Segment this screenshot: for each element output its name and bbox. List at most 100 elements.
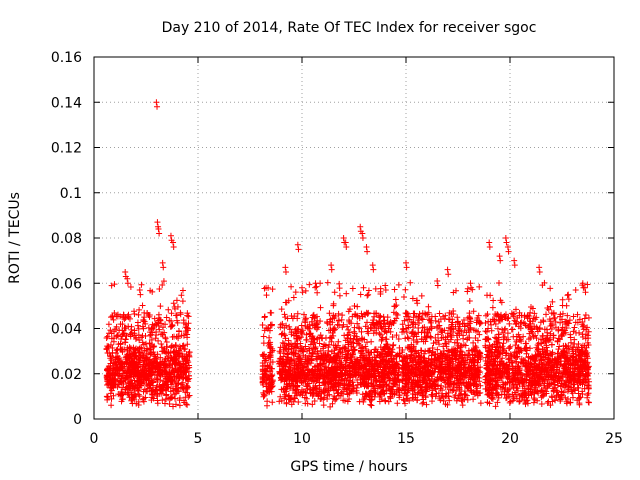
data-point <box>108 402 115 409</box>
data-point <box>551 314 558 321</box>
data-point <box>317 304 324 311</box>
data-point <box>156 361 163 368</box>
data-point <box>179 342 186 349</box>
data-point <box>141 347 148 354</box>
data-point <box>294 310 301 317</box>
data-point <box>148 350 155 357</box>
data-point <box>329 400 336 407</box>
data-point <box>293 377 300 384</box>
data-points <box>103 99 593 410</box>
data-point <box>153 99 160 106</box>
data-point <box>268 309 275 316</box>
data-point <box>309 401 316 408</box>
data-point <box>571 324 578 331</box>
data-point <box>324 279 331 286</box>
data-point <box>407 279 414 286</box>
data-point <box>313 283 320 290</box>
data-point <box>169 333 176 340</box>
data-point <box>113 347 120 354</box>
data-point <box>158 340 165 347</box>
data-point <box>173 297 180 304</box>
data-point <box>582 311 589 318</box>
data-point <box>139 302 146 309</box>
data-point <box>278 331 285 338</box>
data-point <box>160 278 167 285</box>
data-point <box>104 393 111 400</box>
data-point <box>466 297 473 304</box>
data-point <box>112 326 119 333</box>
data-point <box>372 285 379 292</box>
data-point <box>339 312 346 319</box>
data-point <box>128 397 135 404</box>
data-point <box>484 292 491 299</box>
data-point <box>110 316 117 323</box>
data-point <box>179 379 186 386</box>
data-point <box>159 381 166 388</box>
data-point <box>419 400 426 407</box>
data-point <box>149 341 156 348</box>
data-point <box>156 326 163 333</box>
data-point <box>510 333 517 340</box>
data-point <box>380 317 387 324</box>
data-point <box>130 393 137 400</box>
data-point <box>121 316 128 323</box>
data-point <box>137 382 144 389</box>
data-point <box>262 371 269 378</box>
data-point <box>278 386 285 393</box>
data-point <box>132 363 139 370</box>
data-point <box>259 366 266 373</box>
data-point <box>348 343 355 350</box>
data-point <box>154 368 161 375</box>
data-point <box>112 359 119 366</box>
data-point <box>107 353 114 360</box>
data-point <box>376 330 383 337</box>
data-point <box>164 378 171 385</box>
data-point <box>354 303 361 310</box>
data-point <box>167 388 174 395</box>
data-point <box>184 327 191 334</box>
data-point <box>266 352 273 359</box>
data-point <box>103 393 110 400</box>
data-point <box>122 339 129 346</box>
data-point <box>263 292 270 299</box>
data-point <box>109 313 116 320</box>
data-point <box>294 335 301 342</box>
data-point <box>162 321 169 328</box>
data-point <box>166 401 173 408</box>
data-point <box>143 373 150 380</box>
data-point <box>160 264 167 271</box>
data-point <box>282 335 289 342</box>
data-point <box>162 362 169 369</box>
data-point <box>572 286 579 293</box>
data-point <box>400 293 407 300</box>
data-point <box>395 386 402 393</box>
data-point <box>384 373 391 380</box>
data-point <box>155 337 162 344</box>
data-point <box>260 340 267 347</box>
data-point <box>119 331 126 338</box>
data-point <box>314 289 321 296</box>
data-point <box>179 298 186 305</box>
data-point <box>329 315 336 322</box>
data-point <box>414 397 421 404</box>
data-point <box>124 365 131 372</box>
data-point <box>438 382 445 389</box>
data-point <box>173 312 180 319</box>
data-point <box>139 339 146 346</box>
data-point <box>361 311 368 318</box>
data-point <box>175 367 182 374</box>
data-point <box>128 323 135 330</box>
data-point <box>117 341 124 348</box>
data-point <box>570 328 577 335</box>
data-point <box>130 359 137 366</box>
data-point <box>105 343 112 350</box>
data-point <box>402 286 409 293</box>
data-point <box>132 335 139 342</box>
data-point <box>159 344 166 351</box>
data-point <box>277 324 284 331</box>
data-point <box>279 330 286 337</box>
data-point <box>312 284 319 291</box>
data-point <box>490 297 497 304</box>
data-point <box>184 310 191 317</box>
data-point <box>267 339 274 346</box>
